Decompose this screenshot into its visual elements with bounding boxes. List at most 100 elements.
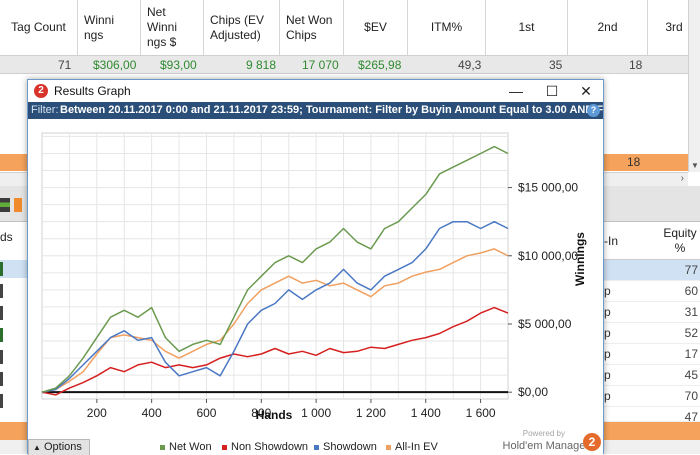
filter-text: Between 20.11.2017 0:00 and 21.11.2017 2… [60,104,603,116]
col-winnings[interactable]: Winni ngs [78,0,141,55]
filter-label: Filter: [31,104,59,116]
results-graph-window: 2 Results Graph — ☐ ✕ Filter: Between 20… [27,79,604,455]
legend-label: Showdown [323,441,377,453]
hm2-app-icon: 2 [34,84,48,98]
stats-table-row[interactable]: 71 $306,00 $93,00 9 818 17 070 $265,98 4… [0,56,700,74]
legend-net-won[interactable]: Net Won [160,441,212,453]
cell-itm: 49,3 [458,58,482,72]
right-table-header: -In Equity % [602,222,700,260]
x-axis-label: Hands [256,408,293,422]
table-row[interactable]: p 45 [602,365,700,386]
left-col-header: ds [0,230,13,244]
options-button[interactable]: ▲ Options [28,439,90,455]
cell-net-winnings: $93,00 [160,58,197,72]
legend-swatch [160,444,165,450]
toolbar-orange-icon[interactable] [14,198,22,212]
cell-chips-ev: 9 818 [246,58,277,72]
caret-up-icon: ▲ [33,443,41,452]
window-titlebar[interactable]: 2 Results Graph — ☐ ✕ [28,80,603,102]
table-row[interactable]: p 60 [602,281,700,302]
y-axis-label: Winnings [573,232,587,286]
scroll-right-icon[interactable]: › [680,173,684,184]
row-marker [0,394,3,408]
series-line-showdown [41,220,509,393]
series-line-non-showdown [41,306,509,396]
x-tick-label: 1 600 [466,406,496,420]
powered-by-logo: Powered by Hold'em Manager 2 [502,429,601,452]
filter-bar[interactable]: Filter: Between 20.11.2017 0:00 and 21.1… [28,102,603,119]
col-itm[interactable]: ITM% [408,0,486,55]
brand-name: Hold'em Manager [502,440,589,452]
powered-by-text: Powered by [522,429,565,438]
left-selected-row[interactable] [0,260,28,278]
cell-1st: 35 [549,58,563,72]
y-axis-ticks: $0,00 $5 000,00 $10 000,00 $15 000,00 [508,181,578,399]
y-tick-label: $15 000,00 [518,181,578,195]
col-net-won-chips[interactable]: Net Won Chips [280,0,344,55]
table-row[interactable]: 47 [602,407,700,422]
chart-grid [41,132,509,400]
y-tick-label: $5 000,00 [518,317,572,331]
hm2-logo-icon: 2 [583,433,601,451]
right-table-fragment: -In Equity % 77 p 60 p 31 p 52 p 17 p 45 p 70 … [602,222,700,422]
x-tick-label: 1 400 [411,406,441,420]
vertical-scrollbar[interactable]: ▼ [688,0,700,172]
legend-all-in-ev[interactable]: All-In EV [386,441,438,453]
col-tag-count[interactable]: Tag Count [0,0,78,55]
table-row[interactable]: p 31 [602,302,700,323]
cell-tag-count: 71 [58,58,72,72]
series-line-all-in-ev [41,248,509,393]
legend-swatch [314,444,319,450]
cell-ev: $265,98 [358,58,402,72]
highlighted-row-value: 18 [627,155,641,169]
layout-icon[interactable] [0,198,10,212]
x-tick-label: 800 [251,406,271,420]
window-title: Results Graph [54,84,131,98]
left-table-fragment: ds [0,222,28,422]
legend-showdown[interactable]: Showdown [314,441,377,453]
x-axis-ticks: 200 400 600 800 1 000 1 200 1 400 1 600 [87,399,496,420]
options-label: Options [43,441,82,453]
x-tick-label: 1 000 [301,406,331,420]
x-tick-label: 600 [196,406,216,420]
table-row[interactable]: p 52 [602,323,700,344]
legend-label: Non Showdown [231,441,309,453]
table-row[interactable]: p 17 [602,344,700,365]
close-button[interactable]: ✕ [580,83,592,99]
col-ev[interactable]: $EV [344,0,408,55]
legend-label: Net Won [169,441,212,453]
row-marker [0,328,3,342]
help-icon[interactable]: ? [587,104,600,117]
col-net-winnings[interactable]: Net Winni ngs $ [141,0,204,55]
cell-2nd: 18 [629,58,643,72]
x-tick-label: 200 [87,406,107,420]
legend-swatch [222,444,227,450]
y-tick-label: $10 000,00 [518,249,578,263]
scroll-down-icon[interactable]: ▼ [691,161,699,170]
row-marker [0,262,3,276]
row-marker [0,372,3,386]
row-marker [0,306,3,320]
col-equity[interactable]: Equity % [663,226,697,255]
table-row[interactable]: p 70 [602,386,700,407]
table-row[interactable]: 77 [602,260,700,281]
y-tick-label: $0,00 [518,385,548,399]
chart-series [41,145,509,396]
col-all-in[interactable]: -In [604,234,619,248]
col-chips-ev[interactable]: Chips (EV Adjusted) [204,0,280,55]
col-3rd[interactable]: 3rd [665,20,683,34]
col-2nd[interactable]: 2nd [568,0,648,55]
legend-non-showdown[interactable]: Non Showdown [222,441,308,453]
minimize-button[interactable]: — [509,83,523,99]
col-1st[interactable]: 1st [486,0,568,55]
cell-winnings: $306,00 [93,58,137,72]
legend-swatch [386,444,391,450]
maximize-button[interactable]: ☐ [545,83,559,99]
graph-footer: ▲ Options Net Won Non Showdown Showdown … [28,429,603,455]
results-chart: 200 400 600 800 1 000 1 200 1 400 1 600 $0,00 $5… [41,132,587,422]
cell-net-won-chips: 17 070 [302,58,339,72]
plot-area [41,132,509,400]
row-marker [0,284,3,298]
stats-table-header: Tag Count Winni ngs Net Winni ngs $ Chip… [0,0,700,56]
x-tick-label: 1 200 [356,406,386,420]
